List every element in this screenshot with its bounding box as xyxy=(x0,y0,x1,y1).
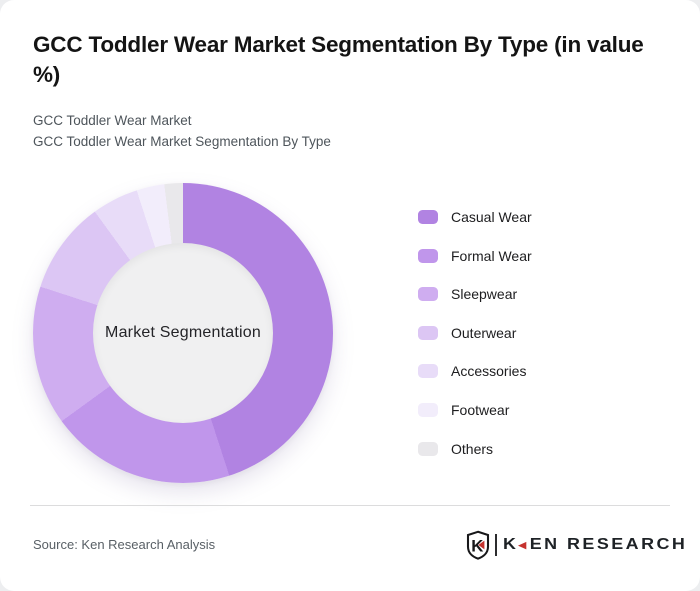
source-note: Source: Ken Research Analysis xyxy=(33,537,216,552)
legend-label: Footwear xyxy=(451,401,510,418)
legend-item[interactable]: Formal Wear xyxy=(418,247,532,264)
legend-label: Outerwear xyxy=(451,324,517,341)
legend-swatch xyxy=(418,287,438,302)
subtitle-line-1: GCC Toddler Wear Market xyxy=(33,113,192,128)
wordmark-triangle-icon: ◀ xyxy=(518,540,530,550)
shield-triangle-icon xyxy=(478,540,485,550)
legend-item[interactable]: Footwear xyxy=(418,401,532,418)
legend: Casual Wear Formal Wear Sleepwear Outerwear… xyxy=(418,209,532,480)
legend-label: Others xyxy=(451,440,494,457)
page-title: GCC Toddler Wear Market Segmentation By … xyxy=(33,32,644,87)
logo-divider-bar xyxy=(495,534,498,556)
legend-swatch xyxy=(418,402,438,417)
legend-swatch xyxy=(418,441,438,456)
wordmark-k: K xyxy=(503,536,519,553)
donut-chart[interactable]: Market Segmentation xyxy=(33,183,333,483)
chart-subtitles: GCC Toddler Wear Market GCC Toddler Wear… xyxy=(33,110,331,152)
legend-label: Sleepwear xyxy=(451,286,518,303)
footer-divider xyxy=(30,505,670,506)
logo-wordmark: K ◀ EN RESEARCH xyxy=(503,536,687,554)
shield-icon: K xyxy=(467,530,490,560)
legend-swatch xyxy=(418,210,438,224)
legend-item[interactable]: Casual Wear xyxy=(418,209,532,225)
legend-label: Accessories xyxy=(451,363,527,380)
donut-center-label: Market Segmentation xyxy=(105,324,261,341)
legend-item[interactable]: Others xyxy=(418,440,532,457)
legend-item[interactable]: Sleepwear xyxy=(418,286,532,303)
subtitle-line-2: GCC Toddler Wear Market Segmentation By … xyxy=(33,134,331,149)
ken-research-logo: K K ◀ EN RESEARCH xyxy=(466,528,685,562)
legend-item[interactable]: Outerwear xyxy=(418,324,532,341)
legend-swatch xyxy=(418,364,438,379)
legend-label: Casual Wear xyxy=(451,209,532,225)
legend-item[interactable]: Accessories xyxy=(418,363,532,380)
wordmark-rest: EN RESEARCH xyxy=(530,536,688,553)
legend-label: Formal Wear xyxy=(451,247,532,264)
shield-letter: K xyxy=(472,536,484,555)
legend-swatch xyxy=(418,325,438,340)
donut-hole: Market Segmentation xyxy=(93,243,273,423)
legend-swatch xyxy=(418,248,438,263)
